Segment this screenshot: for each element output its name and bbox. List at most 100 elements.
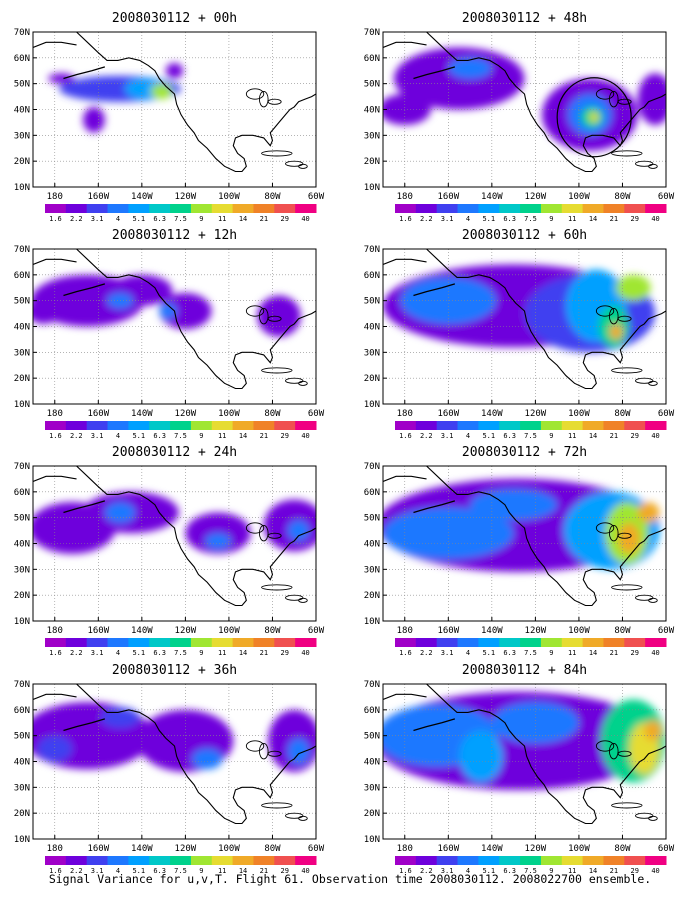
colorbar-label: 3.1 [441, 215, 454, 223]
colorbar-label: 14 [589, 649, 597, 657]
colorbar-swatch [561, 638, 584, 647]
colorbar-label: 11 [568, 215, 576, 223]
colorbar-label: 6.3 [153, 649, 166, 657]
map-panel: 2008030112 + 36h 10N 20N 30N 40N 50N 60N 70N 180… [14, 663, 325, 875]
colorbar-swatch [149, 856, 171, 865]
x-tick-label: 160W [87, 844, 109, 854]
y-tick-label: 70N [14, 28, 30, 38]
coastline-path [33, 475, 77, 483]
colorbar-label: 6.3 [153, 867, 166, 875]
coastline [383, 684, 666, 825]
y-tick-label: 60N [364, 706, 380, 716]
colorbar-label: 3.1 [91, 867, 104, 875]
lake-outline [267, 750, 282, 757]
x-tick-label: 120W [525, 626, 547, 636]
lake-outline [595, 522, 615, 534]
island-outline [298, 815, 308, 821]
colorbar-label: 4 [116, 432, 120, 440]
colorbar-swatch [86, 856, 109, 865]
lake-outline [258, 90, 269, 108]
lake-outline [267, 315, 282, 322]
lake-outline [608, 742, 619, 760]
field-blob [637, 73, 666, 125]
colorbar-swatch [457, 638, 479, 647]
colorbar: 1.6 2.2 3.1 4 5.1 6.3 7.5 9 11 14 21 29 40 [45, 204, 317, 223]
colorbar: 1.6 2.2 3.1 4 5.1 6.3 7.5 9 11 14 21 29 40 [45, 856, 317, 875]
lake-outline [245, 305, 265, 317]
panel-title: 2008030112 + 12h [112, 228, 237, 243]
colorbar-swatch [415, 421, 438, 430]
colorbar-label: 29 [281, 215, 289, 223]
colorbar-label: 29 [631, 867, 639, 875]
figure-caption: Signal Variance for u,v,T. Flight 61. Ob… [48, 872, 652, 886]
colorbar-label: 2.2 [70, 649, 83, 657]
colorbar-label: 6.3 [153, 432, 166, 440]
colorbar-label: 14 [589, 215, 597, 223]
colorbar-label: 40 [651, 867, 659, 875]
x-tick-label: 60W [658, 192, 675, 202]
colorbar-swatch [65, 638, 88, 647]
colorbar-label: 6.3 [153, 215, 166, 223]
colorbar-label: 1.6 [49, 215, 62, 223]
colorbar-label: 7.5 [524, 215, 537, 223]
aleutian-chain [413, 66, 456, 80]
x-tick-label: 180 [397, 844, 413, 854]
y-tick-label: 50N [14, 514, 30, 524]
colorbar-label: 1.6 [399, 867, 412, 875]
grid [383, 466, 666, 621]
field-blob [100, 707, 140, 728]
lake-outline [617, 750, 632, 757]
x-tick-label: 100W [568, 409, 590, 419]
y-tick-label: 10N [14, 400, 30, 410]
field-blob [257, 295, 301, 337]
y-tick-label: 70N [364, 245, 380, 255]
x-tick-label: 120W [175, 409, 197, 419]
colorbar-label: 21 [610, 649, 618, 657]
colorbar-swatch [478, 856, 500, 865]
y-tick-label: 60N [14, 706, 30, 716]
colorbar-label: 14 [239, 215, 247, 223]
lake-outline [595, 88, 615, 100]
colorbar-swatch [274, 856, 296, 865]
colorbar-swatch [624, 638, 646, 647]
field-blob [618, 522, 640, 554]
colorbar-swatch [232, 856, 254, 865]
colorbar-label: 29 [631, 215, 639, 223]
colorbar-swatch [645, 421, 667, 430]
colorbar-swatch [561, 204, 584, 213]
colorbar-swatch [295, 638, 317, 647]
coastline-path [426, 466, 666, 607]
colorbar-label: 1.6 [399, 432, 412, 440]
colorbar-label: 9 [549, 867, 553, 875]
field-blob [609, 323, 623, 340]
island-outline [285, 377, 304, 384]
colorbar-label: 21 [610, 215, 618, 223]
y-tick-label: 40N [14, 758, 30, 768]
colorbar-label: 29 [631, 432, 639, 440]
x-tick-label: 180 [47, 192, 63, 202]
map-panel: 2008030112 + 12h 10N 20N 30N 40N 50N 60N 70N 180… [14, 228, 325, 440]
colorbar-swatch [582, 421, 604, 430]
colorbar-swatch [86, 204, 109, 213]
y-tick-label: 40N [364, 106, 380, 116]
panel-title: 2008030112 + 48h [462, 11, 587, 26]
y-tick-label: 20N [364, 809, 380, 819]
y-tick-label: 60N [14, 488, 30, 498]
colorbar-swatch [457, 204, 479, 213]
x-tick-label: 160W [437, 844, 459, 854]
y-tick-label: 50N [364, 80, 380, 90]
lake-outline [245, 740, 265, 752]
map-panel: 2008030112 + 60h 10N 20N 30N 40N 50N 60N 70N 180… [364, 228, 675, 440]
colorbar-swatch [436, 204, 459, 213]
coastline [33, 684, 316, 825]
colorbar-label: 2.2 [70, 867, 83, 875]
colorbar-label: 40 [301, 432, 309, 440]
field-blob [104, 502, 136, 523]
island-outline [611, 584, 643, 591]
x-tick-label: 180 [47, 844, 63, 854]
y-tick-label: 40N [364, 540, 380, 550]
colorbar-label: 40 [301, 649, 309, 657]
y-tick-label: 40N [14, 323, 30, 333]
colorbar-swatch [540, 204, 563, 213]
